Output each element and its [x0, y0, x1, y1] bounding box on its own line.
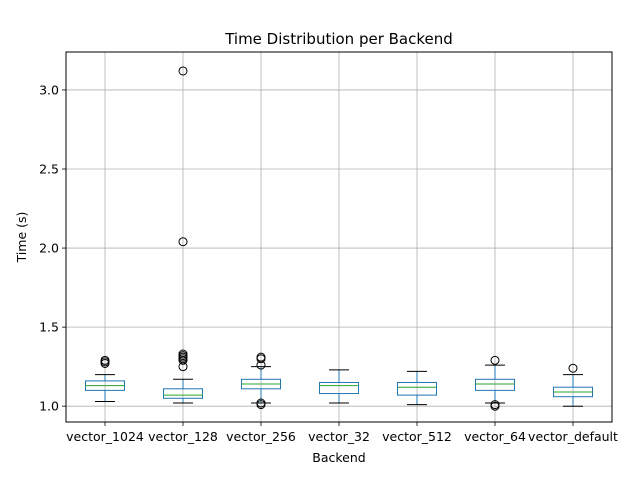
outlier-point	[256, 352, 266, 362]
x-tick-label: vector_256	[226, 429, 296, 444]
outlier-point	[490, 400, 500, 410]
x-tick-label: vector_64	[464, 429, 526, 444]
y-axis-ticks: 1.0 1.5 2.0 2.5 3.0	[39, 82, 66, 414]
y-tick-label: 3.0	[39, 82, 59, 97]
x-tick-label: vector_default	[528, 429, 618, 444]
y-tick-label: 1.5	[39, 320, 59, 335]
x-tick-label: vector_1024	[66, 429, 144, 444]
outlier-point	[100, 355, 110, 365]
x-tick-label: vector_32	[308, 429, 370, 444]
iqr-box	[475, 378, 515, 391]
outlier-point	[490, 355, 500, 365]
iqr-box	[163, 388, 203, 399]
outlier-point	[178, 349, 188, 359]
outlier-point	[568, 363, 578, 373]
x-tick-label: vector_128	[148, 429, 218, 444]
x-tick-label: vector_512	[382, 429, 452, 444]
box-vector_256	[241, 352, 281, 410]
box-vector_512	[397, 370, 437, 406]
x-axis-ticks: vector_1024 vector_128 vector_256 vector_32…	[66, 422, 618, 444]
grid	[66, 52, 612, 422]
box-vector_default	[553, 363, 593, 407]
box-vector_128	[163, 66, 203, 404]
plot-frame	[65, 51, 613, 423]
x-axis-label: Backend	[312, 450, 365, 465]
iqr-box	[319, 381, 359, 395]
chart-title: Time Distribution per Backend	[224, 30, 453, 48]
y-tick-label: 2.0	[39, 241, 59, 256]
y-tick-label: 1.0	[39, 399, 59, 414]
y-axis-label: Time (s)	[14, 212, 29, 264]
box-vector_64	[475, 355, 515, 411]
box-vector_32	[319, 369, 359, 404]
outlier-point	[178, 66, 188, 76]
outlier-point	[178, 237, 188, 247]
iqr-box	[397, 381, 437, 396]
box-vector_1024	[85, 355, 125, 402]
y-tick-label: 2.5	[39, 162, 59, 177]
boxes	[85, 66, 593, 411]
outlier-point	[256, 398, 266, 408]
